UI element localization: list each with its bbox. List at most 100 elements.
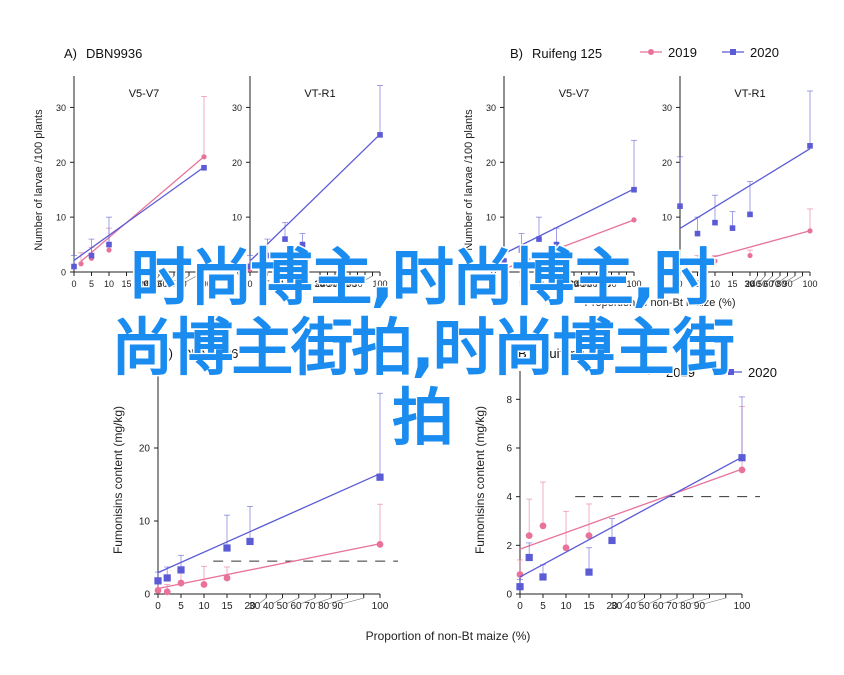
top0-sub1-x-tick-label: 5 [265,279,270,289]
bot0-point-2019 [223,574,231,582]
bot1-x-tick-label: 40 [625,601,637,612]
top1-sub1-point-2020 [747,211,753,218]
bot0-point-2019 [200,581,208,588]
bot0-point-2020 [177,566,185,574]
top0-sub1-x-tick-leader [348,275,358,283]
top0-sub1-x-tick-leader [342,275,351,283]
top1-sub0-x-tick-leader [602,275,612,283]
top0-sub1-point-2020 [377,132,383,138]
bot0-x-tick-leader [313,597,332,605]
top0-sub0-x-tick-leader [172,275,182,283]
subpanel-title: VT-R1 [734,88,765,100]
top0-sub1-x-tick-leader [361,275,373,283]
top0-sub1-y-tick-label: 20 [232,158,242,168]
top0-sub1-x-tick-label: 15 [297,279,307,289]
bot0-x-tick-leader [341,597,364,605]
top1-sub1-x-tick-leader [785,275,796,283]
top1-sub0-point-2019 [631,217,637,223]
top1-sub0-point-2020 [501,258,507,264]
top1-sub1-point-2020 [677,203,683,209]
bot0-y-tick-label: 0 [144,590,150,601]
top0-sub0-x-tick-label: 70 [164,279,174,289]
top1-sub1-y-tick-label: 20 [662,158,672,168]
top0-sub0-x-tick-label: 100 [196,279,211,289]
bot1-point-2019 [562,544,570,552]
bot1-x-tick-label: 60 [652,601,664,612]
bot1-x-tick-leader [648,597,661,605]
top0-sub1-x-tick-label: 50 [327,279,337,289]
top0-sub0-x-tick-leader [166,275,175,283]
top1-sub0-point-2020 [553,241,560,248]
bot1-point-2019 [525,532,533,539]
top0-sub1-x-tick-label: 60 [333,279,343,289]
bot0-x-tick-label: 5 [178,601,184,612]
top1-sub1-point-2020 [694,230,701,237]
bot0-point-2020 [376,473,384,481]
top0-sub0-x-tick-label: 40 [145,279,155,289]
bot0-x-tick-leader [327,597,348,605]
top0-sub1-point-2020 [282,236,288,242]
top1-sub0-x-tick-label: 100 [626,279,641,289]
top1-sub0-point-2020 [536,236,542,242]
top0-sub0-x-tick-label: 20 [139,279,149,289]
bot1-point-2020 [516,583,524,591]
top1-sub0-x-tick-label: 0 [501,279,506,289]
top0-sub1-x-tick-label: 100 [372,279,387,289]
bot1-x-tick-leader [689,597,710,605]
top1-sub0-x-tick-label: 70 [594,279,604,289]
top0-sub1-point-2019 [282,258,288,264]
top1-sub0-y-tick-label: 10 [486,213,496,223]
top0-sub1-point-2020 [299,241,306,248]
top0-sub0-point-2020 [106,241,112,248]
top0-sub0-point-2020 [71,263,77,270]
top0-sub0-point-2019 [78,261,84,267]
top1-sub1-x-tick-leader [759,275,766,283]
top0-sub1-x-tick-leader [329,275,336,283]
panel-title: DBN9936 [182,346,238,361]
top0-sub0-x-tick-leader [153,275,160,283]
top0-sub1-fit-line-2020 [249,133,381,262]
top1-sub1-x-tick-label: 100 [802,279,817,289]
top1-sub0-y-tick-label: 0 [491,268,496,278]
bot0-point-2020 [154,577,162,585]
top1-sub1-x-tick-label: 80 [776,279,786,289]
top0-sub0-y-tick-label: 30 [56,103,66,113]
top1-sub0-x-tick-label: 50 [581,279,591,289]
subpanel-title: V5-V7 [559,88,590,100]
top1-sub1-x-tick-leader [791,275,803,283]
top1-sub0-x-tick-label: 90 [607,279,617,289]
top0-sub0-point-2019 [201,154,207,160]
top1-sub1-x-tick-label: 0 [677,279,682,289]
x-axis-label: Proportion of non-Bt maize (%) [366,629,531,643]
bot0-x-tick-leader [286,597,299,605]
bot0-x-tick-label: 15 [221,601,233,612]
bot0-x-tick-label: 80 [318,601,330,612]
top1-sub0-x-tick-label: 80 [600,279,610,289]
top1-sub0-x-tick-label: 10 [534,279,544,289]
top1-sub1-point-2020 [729,225,736,231]
top0-sub1-y-tick-label: 10 [232,213,242,223]
top1-sub0-x-tick-leader [609,275,620,283]
top0-sub0-x-tick-label: 0 [71,279,76,289]
bot1-x-tick-label: 10 [560,601,572,612]
y-axis-label: Number of larvae /100 plants [33,109,45,251]
top0-sub1-x-tick-label: 30 [314,279,324,289]
top1-sub1-fit-line-2020 [679,148,811,229]
top1-sub0-y-tick-label: 20 [486,158,496,168]
top1-sub1-x-tick-label: 15 [727,279,737,289]
top0-sub0-y-tick-label: 10 [56,213,66,223]
top1-sub0-point-2019 [536,261,542,267]
top0-sub1-x-tick-label: 10 [280,279,290,289]
subpanel-title: V5-V7 [129,88,160,100]
panel-label: B) [510,46,523,61]
bot0-x-tick-label: 50 [277,601,289,612]
top1-sub1-point-2020 [807,143,813,149]
top1-sub0-x-tick-label: 40 [575,279,585,289]
top1-sub1-x-tick-label: 10 [710,279,720,289]
top1-sub0-fit-line-2019 [503,219,635,270]
bot0-y-tick-label: 10 [139,517,151,528]
bot1-x-tick-label: 50 [639,601,651,612]
top1-sub0-fit-line-2020 [503,188,635,255]
bot1-x-tick-leader [634,597,645,605]
